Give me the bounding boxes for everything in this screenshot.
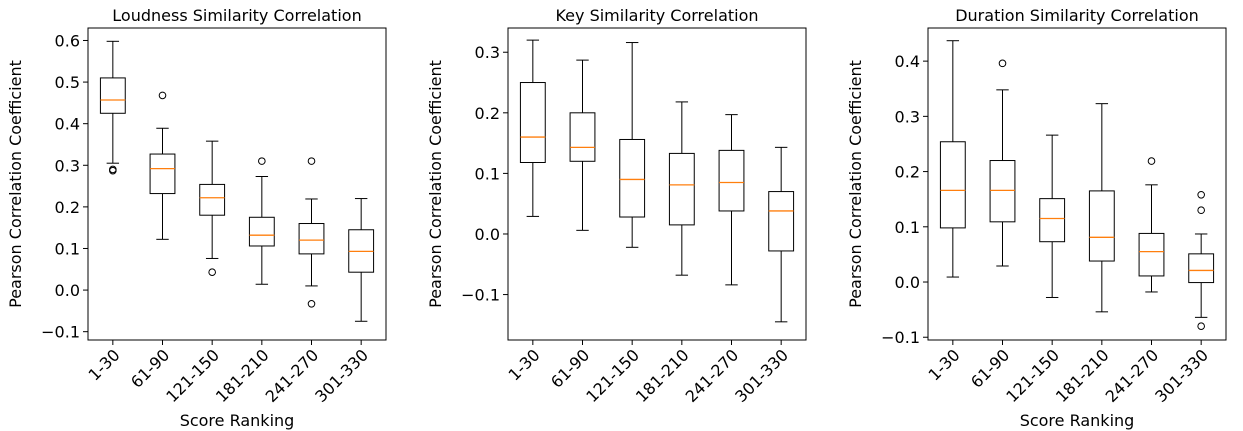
y-tick-label: 0.5: [55, 73, 80, 92]
y-tick-label: 0.4: [55, 115, 80, 134]
box-1-30: [939, 40, 966, 278]
box-61-90: [569, 59, 596, 231]
x-tick-label: 181-210: [632, 345, 693, 406]
box-iqr: [519, 82, 546, 163]
plot-frame: [927, 27, 1227, 341]
y-tick-label: 0.1: [895, 218, 920, 237]
box-241-270: [298, 157, 325, 308]
x-tick-label: 301-330: [731, 345, 792, 406]
box-iqr: [248, 216, 275, 247]
box-iqr: [569, 112, 596, 162]
plot-frame: [87, 27, 387, 341]
y-axis-label: Pearson Correlation Coefficient: [426, 60, 445, 308]
outlier-point: [307, 300, 316, 308]
y-tick-label: 0.2: [55, 198, 80, 217]
box-61-90: [149, 91, 176, 240]
box-301-330: [1188, 190, 1215, 330]
chart-title: Loudness Similarity Correlation: [112, 6, 361, 25]
y-tick-label: 0.3: [475, 43, 500, 62]
outlier-point: [998, 59, 1007, 68]
plot-frame: [507, 27, 807, 341]
y-tick-label: 0.4: [895, 52, 920, 71]
outlier-point: [158, 91, 167, 100]
outlier-point: [258, 157, 266, 165]
x-tick-label: 301-330: [311, 345, 372, 406]
x-tick-label: 241-270: [262, 345, 323, 406]
y-tick-label: 0.3: [895, 107, 920, 126]
x-tick-label: 1-30: [925, 345, 964, 384]
box-301-330: [768, 146, 795, 323]
chart-panel-1: Loudness Similarity Correlation Pearson C…: [6, 6, 387, 430]
box-121-150: [1039, 134, 1066, 298]
y-tick-label: −0.1: [461, 286, 500, 305]
chart-title: Duration Similarity Correlation: [955, 6, 1199, 25]
outlier-point: [307, 157, 316, 165]
x-axis-label: Score Ranking: [180, 411, 295, 430]
box-241-270: [1138, 157, 1165, 293]
y-tick-label: 0.0: [475, 225, 500, 244]
x-tick-label: 121-150: [1002, 345, 1063, 406]
box-121-150: [199, 140, 226, 276]
box-iqr: [768, 191, 795, 252]
box-iqr: [619, 138, 646, 218]
box-iqr: [1188, 253, 1215, 284]
chart-title: Key Similarity Correlation: [555, 6, 758, 25]
outlier-point: [1197, 190, 1205, 199]
chart-panel-3: Duration Similarity Correlation Pearson C…: [846, 6, 1227, 430]
y-axis-label: Pearson Correlation Coefficient: [846, 60, 865, 308]
y-tick-label: 0.2: [895, 163, 920, 182]
box-241-270: [718, 114, 745, 286]
box-61-90: [989, 59, 1016, 267]
chart-panel-2: Key Similarity Correlation Pearson Correl…: [426, 6, 807, 406]
outlier-point: [1197, 206, 1205, 215]
y-tick-label: 0.0: [895, 273, 920, 292]
x-tick-label: 1-30: [85, 345, 124, 384]
x-tick-label: 181-210: [212, 345, 273, 406]
x-tick-label: 241-270: [1102, 345, 1163, 406]
y-tick-label: 0.6: [55, 31, 80, 50]
box-1-30: [99, 40, 126, 175]
box-iqr: [149, 153, 176, 195]
outlier-point: [109, 166, 117, 175]
y-tick-label: 0.2: [475, 104, 500, 123]
y-tick-label: 0.0: [55, 281, 80, 300]
x-tick-label: 241-270: [682, 345, 743, 406]
box-iqr: [1138, 232, 1165, 277]
box-iqr: [939, 141, 966, 229]
box-181-210: [1088, 103, 1115, 313]
box-iqr: [1088, 190, 1115, 262]
box-121-150: [619, 42, 646, 248]
box-181-210: [668, 101, 695, 276]
x-tick-label: 1-30: [505, 345, 544, 384]
outlier-point: [1197, 322, 1205, 330]
box-iqr: [99, 77, 126, 114]
y-tick-label: −0.1: [881, 328, 920, 347]
outlier-point: [1147, 157, 1156, 165]
y-tick-label: −0.1: [41, 323, 80, 342]
box-1-30: [519, 39, 546, 217]
y-axis-label: Pearson Correlation Coefficient: [6, 60, 25, 308]
box-iqr: [718, 149, 745, 212]
x-tick-label: 181-210: [1052, 345, 1113, 406]
x-tick-label: 61-90: [967, 345, 1013, 391]
box-iqr: [989, 160, 1016, 223]
y-tick-label: 0.1: [55, 239, 80, 258]
box-iqr: [298, 223, 325, 255]
x-tick-label: 301-330: [1151, 345, 1212, 406]
x-tick-label: 121-150: [162, 345, 223, 406]
box-301-330: [348, 198, 375, 322]
outlier-point: [208, 268, 216, 276]
x-tick-label: 121-150: [582, 345, 643, 406]
x-axis-label: Score Ranking: [1020, 411, 1135, 430]
y-tick-label: 0.3: [55, 156, 80, 175]
box-181-210: [248, 157, 275, 285]
y-tick-label: 0.1: [475, 164, 500, 183]
box-iqr: [199, 183, 226, 216]
x-tick-label: 61-90: [127, 345, 173, 391]
box-iqr: [668, 152, 695, 226]
box-iqr: [1039, 198, 1066, 243]
x-tick-label: 61-90: [547, 345, 593, 391]
